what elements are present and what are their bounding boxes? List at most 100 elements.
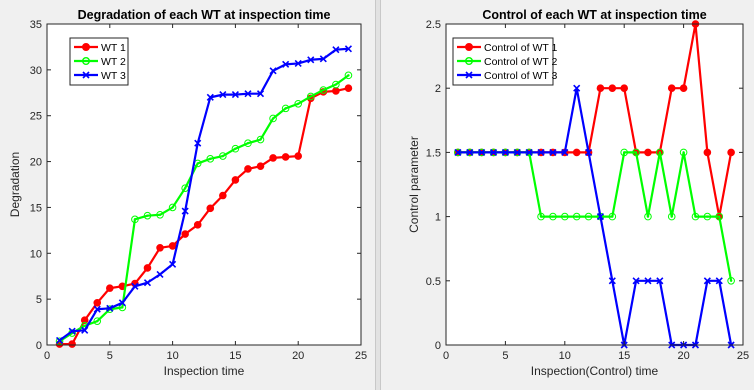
data-point <box>525 148 533 156</box>
y-tick-label: 35 <box>30 19 42 31</box>
data-point-core <box>221 154 225 158</box>
data-point <box>489 148 498 156</box>
data-point-core <box>539 215 543 218</box>
y-tick-label: 2.5 <box>426 19 441 31</box>
data-point <box>584 148 593 156</box>
data-point <box>269 114 277 123</box>
axes-box <box>46 23 362 346</box>
data-point <box>294 99 303 108</box>
legend-marker <box>465 43 474 52</box>
data-point <box>106 284 114 292</box>
data-point <box>644 277 652 285</box>
data-point-core <box>682 151 685 154</box>
data-point <box>344 84 353 92</box>
data-point <box>596 213 605 221</box>
data-point-core <box>209 157 212 161</box>
data-point <box>549 212 557 221</box>
data-point-core <box>347 74 350 77</box>
x-tick-label: 15 <box>229 350 241 362</box>
x-tick-label: 10 <box>559 350 571 362</box>
data-point <box>118 299 126 307</box>
data-point <box>466 148 474 156</box>
data-point <box>93 317 102 325</box>
data-point <box>118 303 127 312</box>
data-point <box>537 148 545 156</box>
y-tick-label: 30 <box>30 65 42 77</box>
data-point <box>206 155 215 163</box>
data-point <box>501 148 509 156</box>
data-point <box>231 144 240 153</box>
data-point <box>256 90 265 98</box>
series-line-3 <box>58 47 349 342</box>
data-point <box>667 212 676 221</box>
data-point <box>703 148 712 157</box>
data-point <box>307 56 315 64</box>
legend: WT 1 WT 2 WT 3 <box>69 37 129 86</box>
axes-box <box>445 23 744 346</box>
legend-entry-2: Control of WT 2 <box>484 56 557 68</box>
data-point <box>608 212 617 221</box>
data-point <box>632 277 640 285</box>
data-point-core <box>551 215 555 218</box>
data-point <box>620 84 629 92</box>
data-point <box>193 221 202 229</box>
data-point <box>156 270 164 278</box>
data-point <box>537 212 545 221</box>
data-point <box>281 153 290 161</box>
y-tick-label: 1.5 <box>426 147 441 159</box>
data-point <box>584 212 593 221</box>
y-tick-label: 1 <box>435 212 441 224</box>
data-point <box>219 152 227 160</box>
data-point-core <box>146 214 149 217</box>
x-tick-label: 0 <box>44 350 50 362</box>
data-point <box>572 148 581 157</box>
data-point-core <box>611 215 614 218</box>
x-tick-label: 25 <box>737 350 749 362</box>
legend-marker <box>81 57 90 66</box>
data-point <box>131 215 139 224</box>
data-point <box>715 277 723 285</box>
data-point-core <box>587 215 590 218</box>
data-point <box>231 91 239 99</box>
data-point <box>561 212 569 221</box>
chart-2: Control of each WT at inspection time 0 5 1… <box>407 8 749 378</box>
data-point <box>667 84 676 92</box>
data-point <box>319 86 328 94</box>
x-tick-label: 25 <box>355 350 367 362</box>
data-point <box>691 212 700 221</box>
y-tick-label: 25 <box>30 111 42 123</box>
y-axis-label: Control parameter <box>407 136 421 233</box>
data-point-core <box>234 147 237 150</box>
data-point <box>294 152 303 160</box>
data-point <box>93 305 101 313</box>
data-point <box>703 277 711 285</box>
data-point <box>679 84 688 92</box>
data-point <box>703 212 712 221</box>
data-point <box>344 71 353 80</box>
data-point-core <box>334 83 338 86</box>
data-point <box>656 148 664 157</box>
data-point-core <box>284 107 287 110</box>
data-point-core <box>694 215 697 218</box>
data-point-core <box>706 215 709 218</box>
data-point-core <box>322 88 325 92</box>
data-point <box>679 148 688 157</box>
data-point-core <box>729 279 733 282</box>
data-point <box>608 277 616 285</box>
data-point <box>596 84 605 92</box>
chart-1: Degradation of each WT at inspection tim… <box>8 8 367 378</box>
data-point <box>131 282 139 290</box>
data-point <box>168 242 177 250</box>
panel-divider <box>375 0 381 390</box>
y-tick-label: 2 <box>435 83 441 95</box>
x-tick-label: 20 <box>677 350 689 362</box>
data-point <box>306 92 315 101</box>
data-point <box>244 165 252 173</box>
y-tick-label: 10 <box>30 248 42 260</box>
data-point-core <box>96 319 99 323</box>
y-tick-label: 15 <box>30 202 42 214</box>
data-point <box>181 207 189 215</box>
data-point <box>143 211 152 220</box>
data-point-core <box>171 206 174 209</box>
